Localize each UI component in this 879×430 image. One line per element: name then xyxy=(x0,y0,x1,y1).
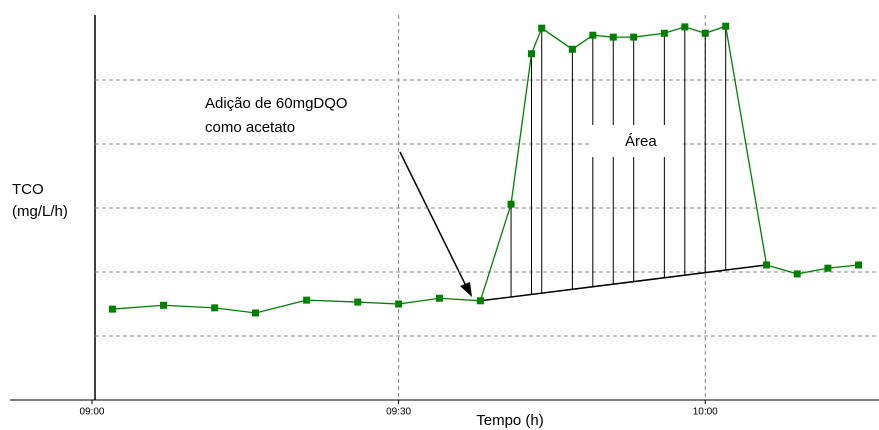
point xyxy=(681,23,689,31)
annotation: como acetato xyxy=(205,119,295,136)
area-label: Área xyxy=(625,133,657,150)
point xyxy=(354,298,362,306)
point xyxy=(160,301,168,309)
point xyxy=(108,305,116,313)
point xyxy=(538,24,546,32)
x-tick-label: 09:30 xyxy=(386,407,411,418)
series-line xyxy=(112,25,859,314)
point xyxy=(763,261,771,269)
point xyxy=(476,297,484,305)
point xyxy=(568,45,576,53)
baseline xyxy=(480,264,767,302)
x-tick-label: 10:00 xyxy=(693,407,718,418)
point xyxy=(395,300,403,308)
y-label: TCO xyxy=(12,181,44,198)
point xyxy=(824,264,832,272)
point xyxy=(630,33,638,41)
x-label: Tempo (h) xyxy=(476,412,544,429)
point xyxy=(855,261,863,269)
point xyxy=(722,22,730,30)
label-box xyxy=(592,125,682,157)
point xyxy=(609,33,617,41)
annotation: Adição de 60mgDQO xyxy=(205,95,348,112)
point xyxy=(303,296,311,304)
point xyxy=(660,29,668,37)
arrow-head xyxy=(460,282,472,297)
point xyxy=(211,304,219,312)
point xyxy=(527,50,535,58)
point xyxy=(793,270,801,278)
y-label: (mg/L/h) xyxy=(12,203,68,220)
point xyxy=(507,200,515,208)
point xyxy=(252,309,260,317)
arrow xyxy=(399,151,469,291)
x-tick-label: 09:00 xyxy=(79,407,104,418)
point xyxy=(589,31,597,39)
point xyxy=(701,29,709,37)
point xyxy=(436,294,443,302)
